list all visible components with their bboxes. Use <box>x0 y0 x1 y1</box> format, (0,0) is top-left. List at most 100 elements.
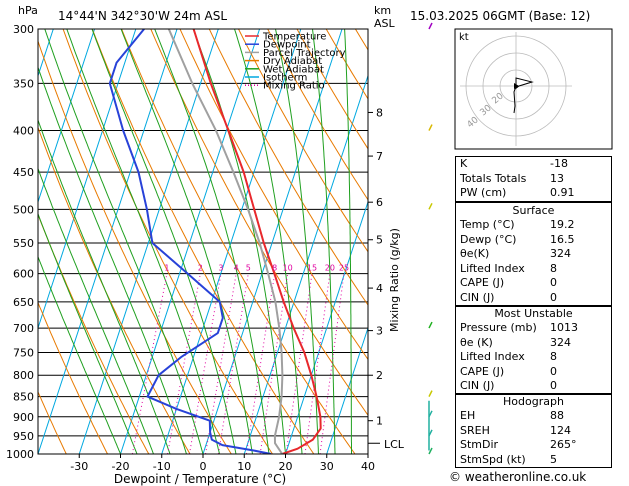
mixing-ratio-label: 8 <box>272 264 277 273</box>
wet-adiabat-line <box>154 29 270 454</box>
dry-adiabat-line <box>208 29 368 306</box>
index-label: PW (cm) <box>460 186 507 200</box>
pressure-tick-label: 650 <box>13 296 34 309</box>
legend-label: Dewpoint <box>263 40 311 51</box>
isotherm-line <box>161 29 302 454</box>
hodograph-table: Hodograph EH 88 SREH 124 StmDir 265° StmSpd… <box>455 393 612 469</box>
legend-label: Isotherm <box>263 73 307 84</box>
wet-adiabat-line <box>275 29 319 454</box>
table-row: Lifted Index 8 <box>456 262 611 277</box>
table-row: Temp (°C) 19.2 <box>456 218 611 233</box>
height-unit-sub: ASL <box>374 17 396 30</box>
dry-adiabat-line <box>38 301 108 454</box>
row-value: 265° <box>550 438 577 452</box>
lcl-label: LCL <box>384 438 405 451</box>
row-label: CAPE (J) <box>460 364 505 378</box>
legend-label: Mixing Ratio <box>263 81 325 92</box>
mixing-ratio-line <box>188 273 222 454</box>
wet-adiabat-line <box>44 29 204 454</box>
wet-adiabat-line <box>66 29 220 454</box>
pressure-tick-label: 900 <box>13 411 34 424</box>
wet-adiabat-line <box>38 167 154 454</box>
mixing-ratio-axis-title: Mixing Ratio (g/kg) <box>388 228 401 332</box>
table-row: EH 88 <box>456 409 611 424</box>
mixing-ratio-label: 15 <box>307 264 317 273</box>
row-label: Lifted Index <box>460 350 525 364</box>
x-tick-label: -10 <box>153 460 171 473</box>
pressure-tick-label: 850 <box>13 391 34 404</box>
row-label: StmSpd (kt) <box>460 452 526 466</box>
pressure-tick-label: 500 <box>13 203 34 216</box>
isotherm-line <box>202 29 343 454</box>
row-value: 0 <box>550 290 557 304</box>
wet-adiabat-line <box>38 212 138 454</box>
pressure-tick-label: 600 <box>13 268 34 281</box>
x-tick-label: 40 <box>361 460 375 473</box>
table-row: StmDir 265° <box>456 438 611 453</box>
dry-adiabat-line <box>38 39 232 454</box>
row-label: Pressure (mb) <box>460 321 537 334</box>
wet-adiabat-line <box>38 118 171 454</box>
wind-barb <box>428 124 433 131</box>
pressure-tick-label: 550 <box>13 237 34 250</box>
table-row: CAPE (J) 0 <box>456 365 611 380</box>
index-label: K <box>460 157 468 170</box>
most-unstable-title: Most Unstable <box>494 307 573 320</box>
hodograph-trace <box>513 77 534 114</box>
pressure-tick-label: 400 <box>13 125 34 138</box>
height-tick-label: 6 <box>376 196 383 209</box>
dry-adiabat-line <box>38 126 191 454</box>
series-dewpoint <box>108 29 272 454</box>
x-tick-label: 20 <box>279 460 293 473</box>
row-value: 5 <box>550 452 557 466</box>
location-title: 14°44'N 342°30'W 24m ASL <box>58 9 227 23</box>
row-value: 16.5 <box>550 232 575 246</box>
indices-table: K -18 Totals Totals 13 PW (cm) 0.91 <box>455 156 612 202</box>
isotherm-line <box>285 200 368 454</box>
pressure-tick-label: 300 <box>13 23 34 36</box>
row-label: Lifted Index <box>460 261 525 275</box>
table-row: Dewp (°C) 16.5 <box>456 233 611 248</box>
isotherm-line <box>120 29 261 454</box>
legend-label: Temperature <box>262 32 326 43</box>
mixing-ratio-label: 4 <box>234 264 239 273</box>
isotherm-line <box>78 29 219 454</box>
mixing-ratio-line <box>217 273 249 454</box>
x-tick-label: -30 <box>70 460 88 473</box>
most-unstable-table: Most Unstable Pressure (mb) 1013 θe (K) 32… <box>455 305 612 395</box>
height-tick-label: 7 <box>376 150 383 163</box>
pressure-tick-label: 350 <box>13 77 34 90</box>
mixing-ratio-label: 10 <box>283 264 293 273</box>
pressure-tick-label: 450 <box>13 166 34 179</box>
x-tick-label: 30 <box>320 460 334 473</box>
row-label: CIN (J) <box>460 290 495 304</box>
x-tick-label: -20 <box>112 460 130 473</box>
table-row: CIN (J) 0 <box>456 379 611 394</box>
wind-barb <box>428 202 433 210</box>
table-row: Pressure (mb) 1013 <box>456 321 611 336</box>
series-parcel-trajectory <box>167 29 284 454</box>
row-value: 324 <box>550 335 571 349</box>
mixing-ratio-label: 5 <box>246 264 251 273</box>
mixing-ratio-line <box>259 273 289 454</box>
row-label: Temp (°C) <box>460 218 515 231</box>
row-label: θe (K) <box>460 335 493 349</box>
wet-adiabat-line <box>312 29 336 454</box>
mixing-ratio-line <box>167 273 201 454</box>
mixing-ratio-label: 3 <box>218 264 223 273</box>
row-value: 124 <box>550 423 571 437</box>
footer-credit[interactable]: © weatheronline.co.uk <box>449 470 587 484</box>
x-tick-label: 0 <box>200 460 207 473</box>
isotherm-line <box>38 29 96 204</box>
dry-adiabat-line <box>179 29 368 361</box>
legend-label: Wet Adiabat <box>263 64 324 75</box>
surface-table: Surface Temp (°C) 19.2 Dewp (°C) 16.5 θe(K… <box>455 202 612 307</box>
mixing-ratio-line <box>205 273 237 454</box>
row-label: StmDir <box>460 438 499 452</box>
table-row: θe (K) 324 <box>456 336 611 351</box>
hodograph-table-title: Hodograph <box>503 395 564 408</box>
dry-adiabat-line <box>150 29 368 416</box>
row-label: CAPE (J) <box>460 276 505 290</box>
hodograph-frame <box>454 28 613 150</box>
